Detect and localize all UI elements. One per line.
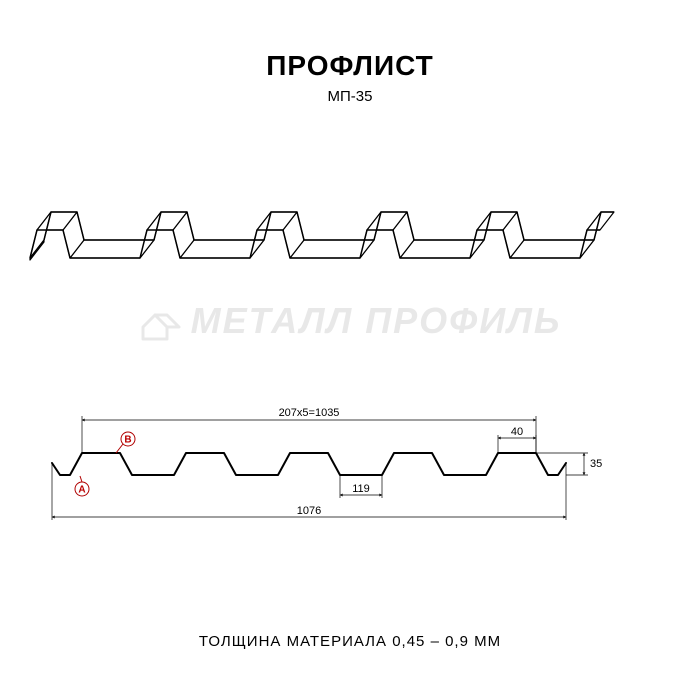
svg-text:1076: 1076 <box>297 505 321 517</box>
dimension-drawing: 207x5=1035 40 35 119 1076 A B <box>40 380 660 530</box>
title-block: ПРОФЛИСТ МП-35 <box>0 50 700 105</box>
product-model: МП-35 <box>0 88 700 105</box>
svg-text:40: 40 <box>511 426 523 438</box>
svg-text:35: 35 <box>590 458 602 470</box>
product-title: ПРОФЛИСТ <box>0 50 700 82</box>
material-thickness: ТОЛЩИНА МАТЕРИАЛА 0,45 – 0,9 ММ <box>0 633 700 650</box>
isometric-drawing <box>20 180 680 300</box>
svg-text:119: 119 <box>352 483 370 495</box>
watermark-text: МЕТАЛЛ ПРОФИЛЬ <box>191 300 562 341</box>
svg-text:A: A <box>78 485 85 496</box>
watermark: МЕТАЛЛ ПРОФИЛЬ <box>0 300 700 342</box>
svg-text:207x5=1035: 207x5=1035 <box>279 407 340 419</box>
svg-text:B: B <box>124 435 131 446</box>
house-icon <box>139 305 183 341</box>
